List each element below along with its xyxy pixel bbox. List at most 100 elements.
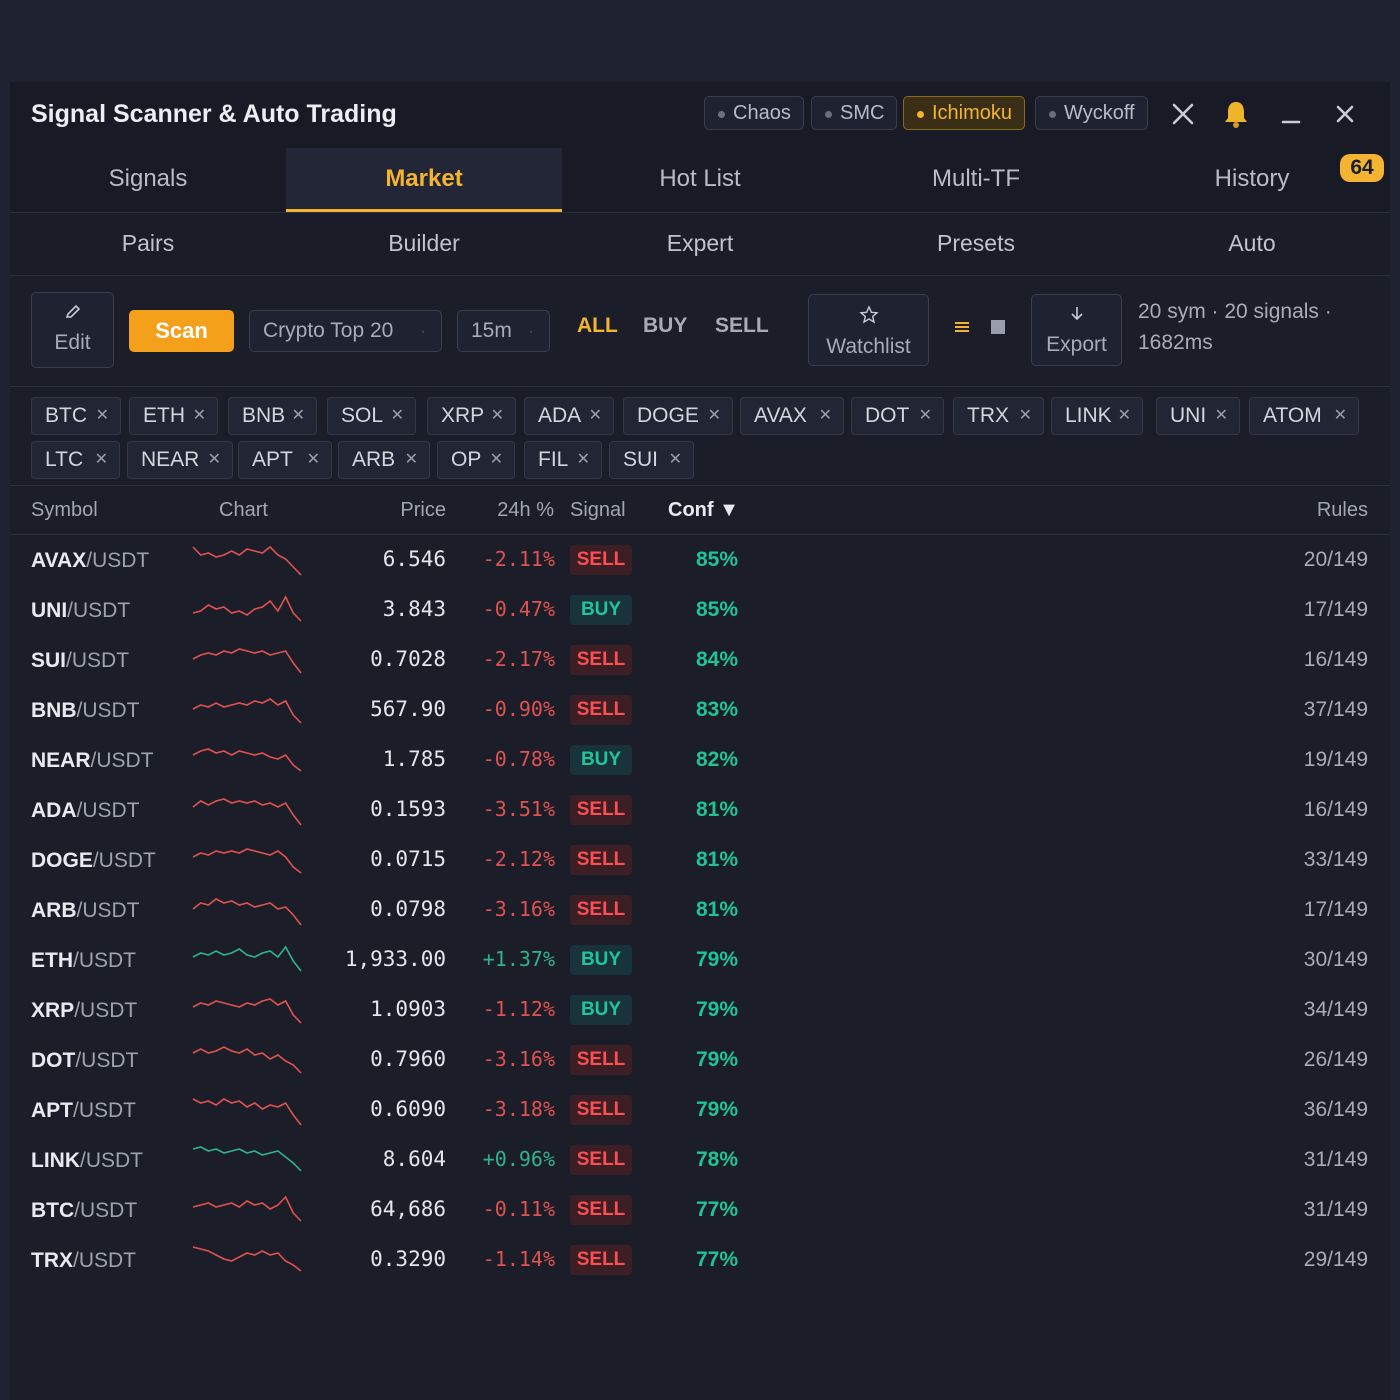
table-row[interactable]: ADA/USDT 0.1593 -3.51% SELL 81% 16/149 (10, 785, 1390, 835)
subtab-pairs[interactable]: Pairs (121, 230, 175, 256)
remove-chip-icon[interactable]: ✕ (207, 451, 221, 468)
table-row[interactable]: ARB/USDT 0.0798 -3.16% SELL 81% 17/149 (10, 885, 1390, 935)
window-title: Signal Scanner & Auto Trading (31, 100, 397, 128)
table-row[interactable]: UNI/USDT 3.843 -0.47% BUY 85% 17/149 (10, 585, 1390, 635)
remove-chip-icon[interactable]: ✕ (390, 407, 404, 424)
grid-view-icon[interactable] (990, 318, 1006, 341)
symbol-chip[interactable]: UNI ✕ (1156, 397, 1240, 435)
remove-chip-icon[interactable]: ✕ (404, 451, 418, 468)
table-row[interactable]: BNB/USDT 567.90 -0.90% SELL 83% 37/149 (10, 685, 1390, 735)
symbol-chip[interactable]: TRX ✕ (953, 397, 1044, 435)
subtab-presets[interactable]: Presets (937, 230, 1015, 256)
remove-chip-icon[interactable]: ✕ (1018, 407, 1032, 424)
table-row[interactable]: BTC/USDT 64,686 -0.11% SELL 77% 31/149 (10, 1185, 1390, 1235)
table-row[interactable]: ETH/USDT 1,933.00 +1.37% BUY 79% 30/149 (10, 935, 1390, 985)
remove-chip-icon[interactable]: ✕ (95, 407, 109, 424)
minimize-icon[interactable] (1273, 96, 1309, 132)
timeframe-select[interactable]: 15m · (457, 310, 550, 352)
symbol-chip[interactable]: OP ✕ (437, 441, 515, 479)
remove-chip-icon[interactable]: ✕ (1333, 407, 1347, 424)
sparkline-path (192, 945, 302, 972)
symbol-chip[interactable]: LINK ✕ (1051, 397, 1143, 435)
col-symbol[interactable]: Symbol (31, 499, 98, 521)
filter-buy[interactable]: BUY (643, 314, 688, 337)
symbol-chip[interactable]: ATOM ✕ (1249, 397, 1359, 435)
table-row[interactable]: NEAR/USDT 1.785 -0.78% BUY 82% 19/149 (10, 735, 1390, 785)
list-view-icon[interactable] (954, 318, 970, 341)
remove-chip-icon[interactable]: ✕ (918, 407, 932, 424)
tab-history[interactable]: History (1214, 165, 1290, 192)
export-button[interactable]: Export (1031, 294, 1122, 366)
filter-all[interactable]: ALL (577, 314, 618, 337)
tools-icon[interactable] (1165, 96, 1201, 132)
table-row[interactable]: XRP/USDT 1.0903 -1.12% BUY 79% 34/149 (10, 985, 1390, 1035)
symbol-chip[interactable]: SUI ✕ (609, 441, 694, 479)
symbol-chip[interactable]: DOT ✕ (851, 397, 944, 435)
symbol-chip[interactable]: DOGE ✕ (623, 397, 733, 435)
watchlist-button[interactable]: Watchlist (808, 294, 929, 366)
table-row[interactable]: AVAX/USDT 6.546 -2.11% SELL 85% 20/149 (10, 535, 1390, 585)
symbol-base: BNB (31, 699, 77, 722)
col-conf[interactable]: Conf ▼ (668, 499, 739, 521)
rules-cell: 20/149 (1303, 548, 1368, 571)
signal-badge: BUY (570, 995, 632, 1025)
symbol-chip[interactable]: AVAX ✕ (740, 397, 844, 435)
symbol-chip[interactable]: NEAR ✕ (127, 441, 233, 479)
col-price[interactable]: Price (400, 499, 446, 521)
remove-chip-icon[interactable]: ✕ (576, 451, 590, 468)
table-row[interactable]: DOGE/USDT 0.0715 -2.12% SELL 81% 33/149 (10, 835, 1390, 885)
strategy-chaos[interactable]: Chaos (704, 96, 804, 130)
symbol-chip[interactable]: SOL ✕ (327, 397, 416, 435)
symbol-chip[interactable]: ADA ✕ (524, 397, 614, 435)
strategy-smc[interactable]: SMC (811, 96, 898, 130)
table-row[interactable]: APT/USDT 0.6090 -3.18% SELL 79% 36/149 (10, 1085, 1390, 1135)
col-signal[interactable]: Signal (570, 499, 626, 521)
universe-select[interactable]: Crypto Top 20 · (249, 310, 442, 352)
strategy-ichimoku[interactable]: Ichimoku (903, 96, 1026, 130)
strategy-wyckoff[interactable]: Wyckoff (1035, 96, 1148, 130)
subtab-auto[interactable]: Auto (1228, 230, 1276, 256)
remove-chip-icon[interactable]: ✕ (94, 451, 108, 468)
bell-icon[interactable] (1218, 96, 1254, 132)
subtab-expert[interactable]: Expert (666, 230, 734, 256)
edit-button[interactable]: Edit (31, 292, 114, 368)
symbol-chip[interactable]: ETH ✕ (129, 397, 218, 435)
table-row[interactable]: DOT/USDT 0.7960 -3.16% SELL 79% 26/149 (10, 1035, 1390, 1085)
remove-chip-icon[interactable]: ✕ (1214, 407, 1228, 424)
symbol-chip[interactable]: BTC ✕ (31, 397, 121, 435)
symbol-chip[interactable]: FIL ✕ (524, 441, 602, 479)
symbol-quote: /USDT (66, 649, 130, 672)
subtab-builder[interactable]: Builder (388, 230, 460, 256)
symbol-chip[interactable]: APT ✕ (238, 441, 332, 479)
symbol-chip[interactable]: XRP ✕ (427, 397, 516, 435)
tab-multi-tf[interactable]: Multi-TF (932, 165, 1020, 192)
remove-chip-icon[interactable]: ✕ (707, 407, 721, 424)
tab-hot-list[interactable]: Hot List (659, 165, 741, 192)
remove-chip-icon[interactable]: ✕ (489, 451, 503, 468)
tab-market[interactable]: Market (286, 148, 562, 212)
table-row[interactable]: SUI/USDT 0.7028 -2.17% SELL 84% 16/149 (10, 635, 1390, 685)
scan-button[interactable]: Scan (129, 310, 234, 352)
remove-chip-icon[interactable]: ✕ (588, 407, 602, 424)
col-change[interactable]: 24h % (497, 499, 554, 521)
symbol-base: SUI (31, 649, 67, 672)
table-row[interactable]: LINK/USDT 8.604 +0.96% SELL 78% 31/149 (10, 1135, 1390, 1185)
table-row[interactable]: TRX/USDT 0.3290 -1.14% SELL 77% 29/149 (10, 1235, 1390, 1285)
symbol-base: AVAX (31, 549, 87, 572)
remove-chip-icon[interactable]: ✕ (668, 451, 682, 468)
remove-chip-icon[interactable]: ✕ (306, 451, 320, 468)
symbol-chip[interactable]: ARB ✕ (338, 441, 430, 479)
remove-chip-icon[interactable]: ✕ (1117, 407, 1131, 424)
close-icon[interactable] (1327, 96, 1363, 132)
remove-chip-icon[interactable]: ✕ (192, 407, 206, 424)
remove-chip-icon[interactable]: ✕ (818, 407, 832, 424)
remove-chip-icon[interactable]: ✕ (291, 407, 305, 424)
col-rules[interactable]: Rules (1316, 499, 1368, 521)
symbol-chip[interactable]: LTC ✕ (31, 441, 120, 479)
tab-signals[interactable]: Signals (108, 165, 188, 192)
sparkline-chart (192, 595, 302, 622)
symbol-chip[interactable]: BNB ✕ (228, 397, 317, 435)
filter-sell[interactable]: SELL (715, 314, 769, 337)
remove-chip-icon[interactable]: ✕ (490, 407, 504, 424)
chip-label: ADA (538, 404, 582, 427)
